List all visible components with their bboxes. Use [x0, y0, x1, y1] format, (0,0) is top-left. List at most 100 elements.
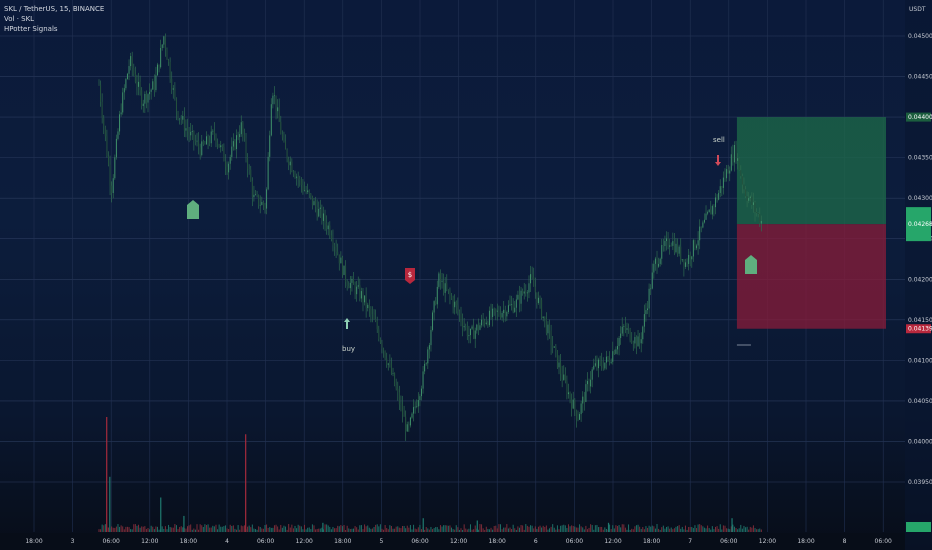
price-tick-label: 0.03950: [908, 479, 932, 486]
volume-bar: [729, 529, 731, 532]
candle-body: [340, 257, 342, 264]
candle-body: [153, 81, 155, 91]
volume-bar: [722, 525, 724, 532]
candle-body: [204, 144, 206, 145]
candle-body: [537, 297, 539, 303]
currency-label: USDT: [909, 6, 926, 13]
candle-body: [152, 81, 154, 90]
candle-body: [425, 363, 427, 364]
volume-bar: [488, 529, 490, 532]
candle-body: [549, 324, 551, 331]
volume-bar: [389, 525, 391, 532]
volume-bar: [115, 526, 117, 532]
candle-body: [364, 295, 366, 303]
candle-body: [760, 220, 762, 224]
volume-bar: [484, 529, 486, 532]
candle-body: [670, 245, 672, 247]
candle-body: [270, 104, 272, 136]
volume-bar: [164, 526, 166, 532]
candle-body: [567, 392, 569, 395]
candle-body: [653, 263, 655, 273]
candle-body: [681, 259, 683, 261]
volume-bar: [310, 529, 312, 532]
candle-body: [370, 308, 372, 315]
legend-indicator[interactable]: HPotter Signals: [4, 25, 58, 33]
candle-body: [552, 345, 554, 348]
candle-body: [402, 404, 404, 416]
volume-bar: [588, 527, 590, 532]
candle-body: [201, 141, 203, 156]
volume-bar: [751, 527, 753, 532]
candle-body: [703, 219, 705, 223]
candle-body: [292, 171, 294, 174]
candle-body: [691, 256, 693, 260]
candle-body: [500, 314, 502, 318]
candle-body: [492, 308, 494, 318]
legend-volume[interactable]: Vol · SKL: [4, 15, 35, 23]
volume-bar: [509, 527, 511, 532]
candle-body: [134, 73, 136, 83]
candle-body: [414, 406, 416, 408]
volume-spike: [106, 417, 108, 532]
candle-body: [345, 265, 347, 282]
candle-body: [315, 201, 317, 207]
candle-body: [376, 321, 378, 330]
volume-bar: [609, 524, 611, 532]
volume-bar: [232, 525, 234, 532]
volume-bar: [447, 525, 449, 532]
candle-body: [629, 328, 631, 341]
candle-body: [727, 169, 729, 174]
volume-bar: [705, 528, 707, 532]
volume-bar: [267, 527, 269, 532]
candle-body: [525, 291, 527, 294]
candle-body: [236, 135, 238, 150]
time-tick-label: 06:00: [257, 538, 274, 545]
candle-body: [302, 185, 304, 191]
volume-bar: [694, 525, 696, 532]
candle-body: [624, 326, 626, 330]
volume-bar: [303, 524, 305, 532]
volume-bar: [308, 527, 310, 532]
candle-body: [371, 314, 373, 315]
candle-body: [447, 289, 449, 291]
candle-body: [221, 145, 223, 148]
volume-bar: [468, 528, 470, 532]
volume-bar: [329, 526, 331, 532]
volume-bar: [145, 529, 147, 532]
candle-body: [209, 142, 211, 144]
volume-bar: [343, 524, 345, 532]
volume-bar: [315, 529, 317, 532]
candle-body: [659, 258, 661, 264]
candle-body: [473, 326, 475, 339]
candle-body: [303, 190, 305, 191]
volume-bar: [596, 524, 598, 532]
candle-body: [455, 301, 457, 306]
volume-spike: [731, 518, 733, 532]
volume-bar: [612, 525, 614, 532]
volume-bar: [556, 525, 558, 532]
legend-symbol[interactable]: SKL / TetherUS, 15, BINANCE: [4, 5, 105, 13]
candle-body: [631, 340, 633, 343]
volume-bar: [365, 526, 367, 532]
volume-bar: [424, 529, 426, 532]
volume-bar: [397, 526, 399, 532]
candle-body: [156, 64, 158, 76]
time-axis-bg: [0, 533, 905, 550]
volume-bar: [477, 529, 479, 532]
candle-body: [256, 194, 258, 195]
volume-bar: [133, 524, 135, 532]
candle-body: [395, 385, 397, 389]
volume-bar: [692, 528, 694, 532]
candle-body: [383, 348, 385, 352]
candle-body: [746, 196, 748, 201]
volume-bar: [218, 524, 220, 532]
price-tick-label: 0.04050: [908, 398, 932, 405]
volume-bar: [444, 525, 446, 532]
volume-bar: [541, 527, 543, 532]
volume-bar: [500, 524, 502, 532]
candle-body: [160, 47, 162, 68]
volume-bar: [326, 524, 328, 532]
candle-body: [642, 326, 644, 340]
candle-body: [534, 286, 536, 293]
